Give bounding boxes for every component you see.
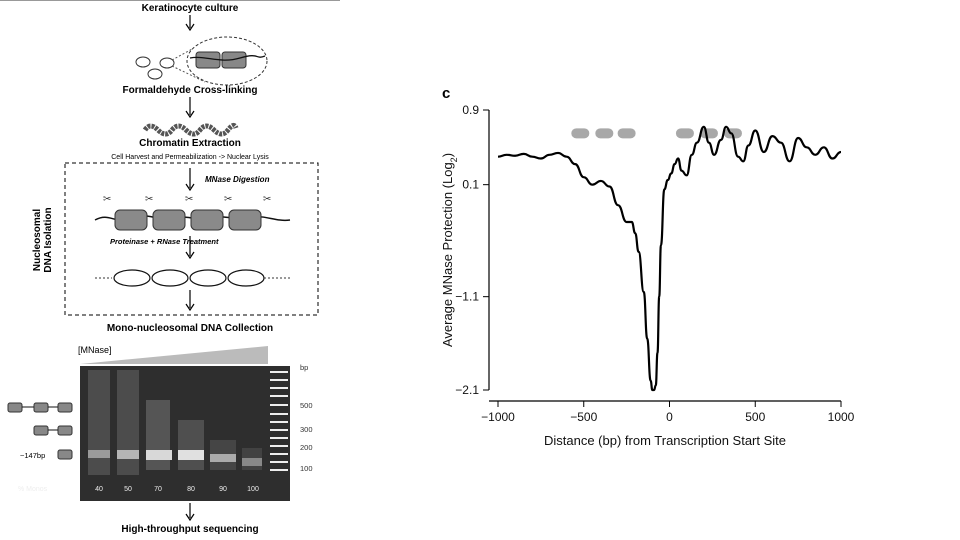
lysis-note: Cell Harvest and Permeabilization -> Nuc…	[111, 154, 269, 161]
ladder-200: 200	[300, 443, 313, 452]
step-keratinocyte-culture: Keratinocyte culture	[142, 3, 239, 14]
mnase-chart: c 0.9 0.1 −1.1 −2.1 −1000 −500 0 500 1000 Dista…	[440, 85, 855, 448]
pct-100: 100	[247, 486, 259, 493]
panel-label: c	[442, 85, 450, 102]
gel-lanes	[88, 370, 262, 475]
box-label-line2: DNA Isolation	[43, 207, 54, 272]
pct-40: 40	[95, 486, 103, 493]
svg-text:✂: ✂	[103, 194, 111, 205]
step-sequencing: High-throughput sequencing	[121, 524, 258, 535]
x-tick-label: 0	[666, 410, 673, 424]
x-tick-label: 1000	[828, 410, 855, 424]
ladder-100: 100	[300, 464, 313, 473]
y-tick-label: −2.1	[455, 383, 479, 397]
mnase-gradient	[80, 346, 268, 364]
step-mono-nucleosomal: Mono-nucleosomal DNA Collection	[107, 323, 273, 334]
x-tick-label: −1000	[481, 410, 515, 424]
y-tick-label: −1.1	[455, 290, 479, 304]
band-icons	[7, 402, 73, 460]
step-chromatin-extraction: Chromatin Extraction	[139, 138, 241, 149]
pct-50: 50	[124, 486, 132, 493]
x-tick-label: −500	[570, 410, 597, 424]
ladder-300: 300	[300, 425, 313, 434]
pct-70: 70	[154, 486, 162, 493]
nucleosome-marker	[699, 128, 718, 139]
ladder	[270, 371, 288, 471]
x-axis-label: Distance (bp) from Transcription Start S…	[544, 433, 786, 448]
x-tick-label: 500	[745, 410, 765, 424]
svg-text:✂: ✂	[185, 194, 193, 205]
free-dna-fragments	[95, 269, 290, 287]
svg-text:✂: ✂	[224, 194, 232, 205]
isolation-box	[64, 162, 319, 316]
step-mnase-digestion: MNase Digestion	[205, 175, 270, 184]
ladder-500: 500	[300, 401, 313, 410]
step-cross-linking: Formaldehyde Cross-linking	[122, 85, 257, 96]
y-tick-label: 0.1	[462, 178, 479, 192]
pct-80: 80	[187, 486, 195, 493]
pct-90: 90	[219, 486, 227, 493]
svg-text:✂: ✂	[263, 194, 271, 205]
cell-illustration	[135, 36, 268, 86]
nucleosome-marker	[595, 128, 614, 139]
nucleosome-marker	[617, 128, 636, 139]
nucleosome-array: ✂ ✂ ✂ ✂ ✂	[94, 194, 291, 231]
workflow-diagram: Keratinocyte culture Formaldehyde Cross-…	[0, 0, 340, 535]
size-label: ~147bp	[20, 451, 45, 460]
bp-label: bp	[300, 363, 308, 372]
y-tick-label: 0.9	[462, 103, 479, 117]
box-label-line1: Nucleosomal	[32, 209, 43, 271]
nucleosome-marker	[675, 128, 694, 139]
svg-text:✂: ✂	[145, 194, 153, 205]
mnase-label: [MNase]	[78, 345, 112, 355]
nucleosome-marker	[571, 128, 590, 139]
step-proteinase: Proteinase + RNase Treatment	[110, 237, 219, 246]
chromatin-fiber	[142, 122, 239, 137]
y-axis-label: Average MNase Protection (Log2)	[440, 153, 459, 347]
protection-curve	[497, 125, 842, 392]
percent-label: % Monos	[18, 486, 48, 493]
